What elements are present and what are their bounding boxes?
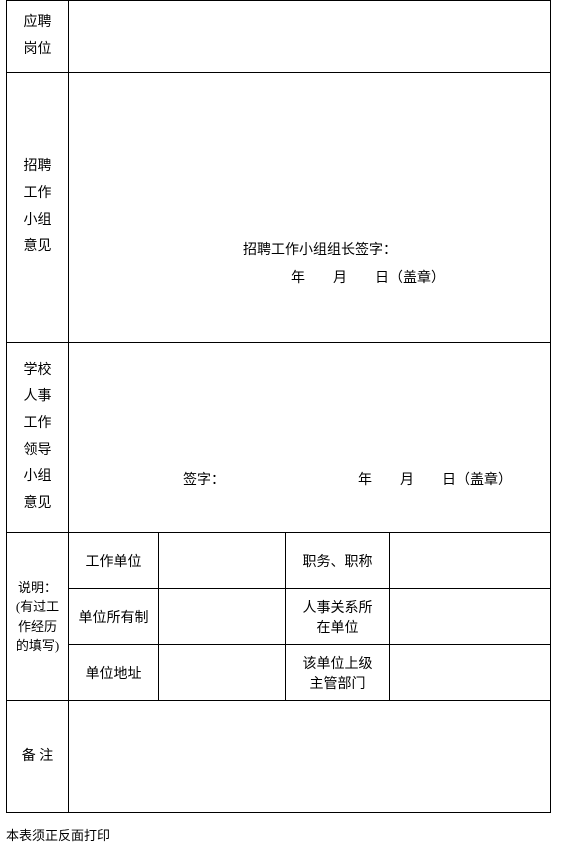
- remark-label: 备 注: [7, 701, 69, 813]
- description-label-text: 说明： (有过工 作经历 的填写): [11, 578, 64, 656]
- title-value: [390, 533, 551, 589]
- school-opinion-label-text: 学校 人事 工作 领导 小组 意见: [11, 358, 64, 518]
- recruit-opinion-cell: 招聘工作小组组长签字： 年 月 日（盖章）: [69, 73, 551, 343]
- position-label-text: 应聘 岗位: [11, 10, 64, 63]
- title-label: 职务、职称: [286, 533, 390, 589]
- school-signature-block: 签字： 年 月 日（盖章）: [73, 347, 546, 495]
- recruit-opinion-label: 招聘 工作 小组 意见: [7, 73, 69, 343]
- application-form-table: 应聘 岗位 招聘 工作 小组 意见 招聘工作小组组长签字： 年 月 日（盖章） …: [6, 0, 551, 813]
- address-label: 单位地址: [69, 645, 159, 701]
- ownership-value: [159, 589, 286, 645]
- school-opinion-label: 学校 人事 工作 领导 小组 意见: [7, 343, 69, 533]
- footnote-text: 本表须正反面打印: [6, 825, 565, 844]
- supervisor-value: [390, 645, 551, 701]
- hrunit-label: 人事关系所 在单位: [286, 589, 390, 645]
- recruit-opinion-label-text: 招聘 工作 小组 意见: [11, 154, 64, 260]
- recruit-signature-block: 招聘工作小组组长签字： 年 月 日（盖章）: [73, 77, 546, 293]
- hrunit-value: [390, 589, 551, 645]
- address-value: [159, 645, 286, 701]
- supervisor-label: 该单位上级 主管部门: [286, 645, 390, 701]
- description-label: 说明： (有过工 作经历 的填写): [7, 533, 69, 701]
- workunit-value: [159, 533, 286, 589]
- school-signature-line: 签字： 年 月 日（盖章）: [183, 473, 512, 488]
- position-value-cell: [69, 1, 551, 73]
- recruit-signature-line1: 招聘工作小组组长签字：: [243, 237, 546, 265]
- ownership-label: 单位所有制: [69, 589, 159, 645]
- recruit-signature-line2: 年 月 日（盖章）: [243, 265, 546, 293]
- workunit-label: 工作单位: [69, 533, 159, 589]
- remark-value: [69, 701, 551, 813]
- school-opinion-cell: 签字： 年 月 日（盖章）: [69, 343, 551, 533]
- position-label: 应聘 岗位: [7, 1, 69, 73]
- remark-label-text: 备 注: [11, 740, 64, 774]
